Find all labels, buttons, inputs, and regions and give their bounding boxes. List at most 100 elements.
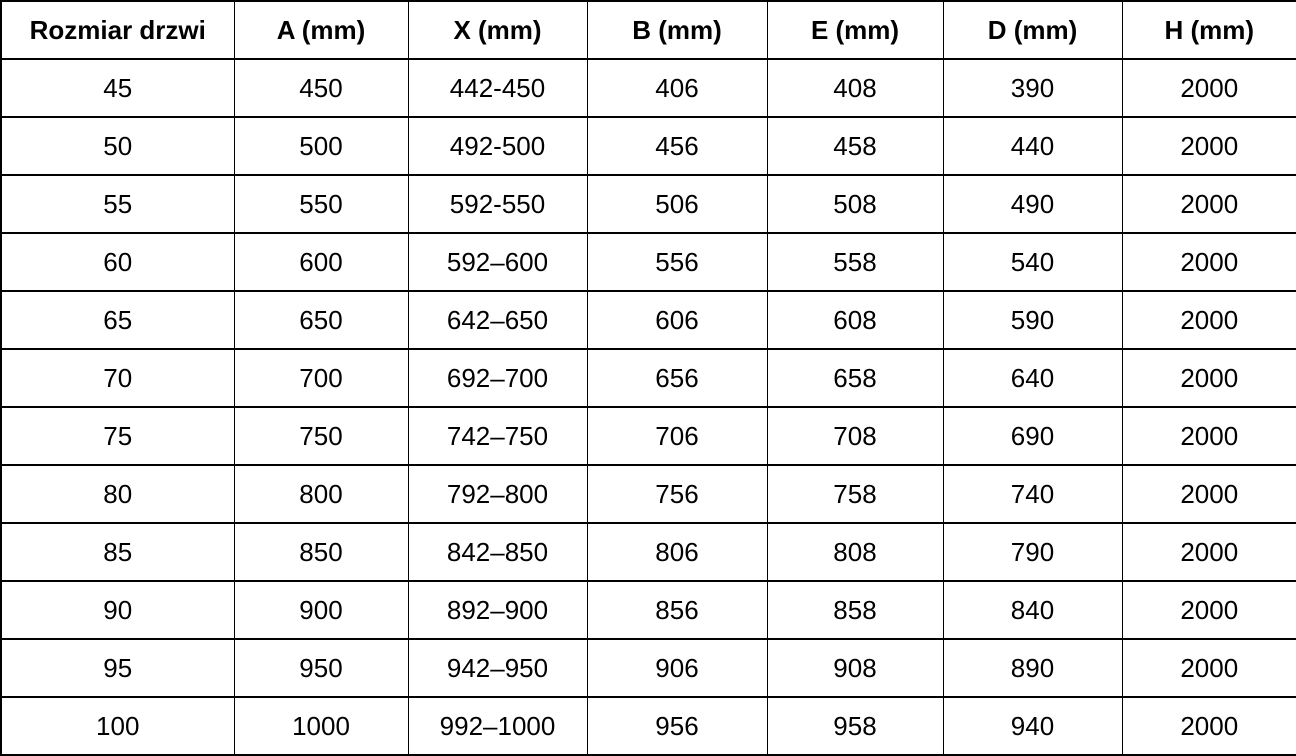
table-cell: 590 bbox=[942, 290, 1123, 350]
table-cell: 558 bbox=[766, 232, 944, 292]
table-cell: 2000 bbox=[1121, 696, 1296, 756]
table-cell: 956 bbox=[586, 696, 768, 756]
table-cell: 806 bbox=[586, 522, 768, 582]
table-row: 70 700 692–700 656 658 640 2000 bbox=[0, 348, 1296, 408]
table-cell: 2000 bbox=[1121, 638, 1296, 698]
table-cell: 2000 bbox=[1121, 348, 1296, 408]
table-cell: 942–950 bbox=[407, 638, 588, 698]
table-cell: 406 bbox=[586, 58, 768, 118]
table-cell: 756 bbox=[586, 464, 768, 524]
table-cell: 850 bbox=[233, 522, 409, 582]
table-cell: 2000 bbox=[1121, 406, 1296, 466]
table-cell: 640 bbox=[942, 348, 1123, 408]
column-header-0: Rozmiar drzwi bbox=[0, 0, 235, 60]
table-cell: 65 bbox=[0, 290, 235, 350]
table-row: 75 750 742–750 706 708 690 2000 bbox=[0, 406, 1296, 466]
table-cell: 440 bbox=[942, 116, 1123, 176]
table-cell: 856 bbox=[586, 580, 768, 640]
column-header-2: X (mm) bbox=[407, 0, 588, 60]
table-cell: 790 bbox=[942, 522, 1123, 582]
table-cell: 75 bbox=[0, 406, 235, 466]
table-cell: 800 bbox=[233, 464, 409, 524]
table-cell: 450 bbox=[233, 58, 409, 118]
table-cell: 100 bbox=[0, 696, 235, 756]
column-header-1: A (mm) bbox=[233, 0, 409, 60]
table-cell: 906 bbox=[586, 638, 768, 698]
table-cell: 456 bbox=[586, 116, 768, 176]
table-cell: 792–800 bbox=[407, 464, 588, 524]
table-cell: 442-450 bbox=[407, 58, 588, 118]
table-cell: 692–700 bbox=[407, 348, 588, 408]
table-row: 50 500 492-500 456 458 440 2000 bbox=[0, 116, 1296, 176]
table-cell: 556 bbox=[586, 232, 768, 292]
table-row: 55 550 592-550 506 508 490 2000 bbox=[0, 174, 1296, 234]
table-cell: 500 bbox=[233, 116, 409, 176]
table-cell: 90 bbox=[0, 580, 235, 640]
table-row: 80 800 792–800 756 758 740 2000 bbox=[0, 464, 1296, 524]
table-cell: 690 bbox=[942, 406, 1123, 466]
table-cell: 808 bbox=[766, 522, 944, 582]
table-cell: 2000 bbox=[1121, 290, 1296, 350]
table-row: 85 850 842–850 806 808 790 2000 bbox=[0, 522, 1296, 582]
table-cell: 540 bbox=[942, 232, 1123, 292]
column-header-5: D (mm) bbox=[942, 0, 1123, 60]
table-cell: 890 bbox=[942, 638, 1123, 698]
column-header-6: H (mm) bbox=[1121, 0, 1296, 60]
table-cell: 742–750 bbox=[407, 406, 588, 466]
table-cell: 592–600 bbox=[407, 232, 588, 292]
table-cell: 95 bbox=[0, 638, 235, 698]
table-cell: 2000 bbox=[1121, 232, 1296, 292]
table-cell: 650 bbox=[233, 290, 409, 350]
column-header-3: B (mm) bbox=[586, 0, 768, 60]
table-cell: 2000 bbox=[1121, 116, 1296, 176]
table-cell: 550 bbox=[233, 174, 409, 234]
table-cell: 506 bbox=[586, 174, 768, 234]
table-cell: 600 bbox=[233, 232, 409, 292]
table-row: 65 650 642–650 606 608 590 2000 bbox=[0, 290, 1296, 350]
table-cell: 842–850 bbox=[407, 522, 588, 582]
table-cell: 60 bbox=[0, 232, 235, 292]
table-cell: 658 bbox=[766, 348, 944, 408]
table-cell: 492-500 bbox=[407, 116, 588, 176]
table-cell: 50 bbox=[0, 116, 235, 176]
table-cell: 390 bbox=[942, 58, 1123, 118]
table-cell: 1000 bbox=[233, 696, 409, 756]
table-cell: 750 bbox=[233, 406, 409, 466]
column-header-4: E (mm) bbox=[766, 0, 944, 60]
table-cell: 892–900 bbox=[407, 580, 588, 640]
table-cell: 55 bbox=[0, 174, 235, 234]
table-cell: 940 bbox=[942, 696, 1123, 756]
table-cell: 2000 bbox=[1121, 58, 1296, 118]
table-body: 45 450 442-450 406 408 390 2000 50 500 492-500 456… bbox=[0, 58, 1296, 756]
table-cell: 408 bbox=[766, 58, 944, 118]
table-cell: 2000 bbox=[1121, 580, 1296, 640]
table-cell: 458 bbox=[766, 116, 944, 176]
table-cell: 740 bbox=[942, 464, 1123, 524]
table-cell: 958 bbox=[766, 696, 944, 756]
table-cell: 642–650 bbox=[407, 290, 588, 350]
table-cell: 508 bbox=[766, 174, 944, 234]
table-cell: 2000 bbox=[1121, 522, 1296, 582]
table-cell: 992–1000 bbox=[407, 696, 588, 756]
table-cell: 85 bbox=[0, 522, 235, 582]
table-cell: 950 bbox=[233, 638, 409, 698]
table-cell: 656 bbox=[586, 348, 768, 408]
table-cell: 700 bbox=[233, 348, 409, 408]
table-cell: 706 bbox=[586, 406, 768, 466]
table-cell: 858 bbox=[766, 580, 944, 640]
table-cell: 608 bbox=[766, 290, 944, 350]
table-row: 100 1000 992–1000 956 958 940 2000 bbox=[0, 696, 1296, 756]
table-cell: 2000 bbox=[1121, 174, 1296, 234]
table-row: 45 450 442-450 406 408 390 2000 bbox=[0, 58, 1296, 118]
table-cell: 70 bbox=[0, 348, 235, 408]
table-row: 60 600 592–600 556 558 540 2000 bbox=[0, 232, 1296, 292]
table-cell: 708 bbox=[766, 406, 944, 466]
table-cell: 606 bbox=[586, 290, 768, 350]
table-cell: 2000 bbox=[1121, 464, 1296, 524]
table-cell: 758 bbox=[766, 464, 944, 524]
table-row: 90 900 892–900 856 858 840 2000 bbox=[0, 580, 1296, 640]
table-cell: 840 bbox=[942, 580, 1123, 640]
table-cell: 45 bbox=[0, 58, 235, 118]
table-cell: 908 bbox=[766, 638, 944, 698]
